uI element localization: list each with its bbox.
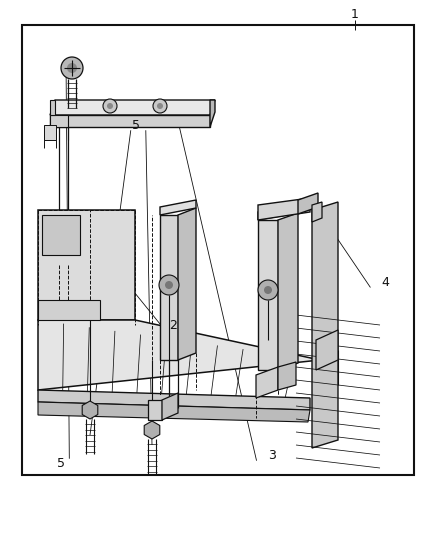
Polygon shape bbox=[50, 100, 55, 115]
Polygon shape bbox=[298, 193, 318, 214]
Polygon shape bbox=[38, 210, 135, 320]
Polygon shape bbox=[316, 330, 338, 370]
Polygon shape bbox=[160, 200, 196, 215]
Circle shape bbox=[107, 103, 113, 109]
Text: 3: 3 bbox=[268, 449, 276, 462]
Circle shape bbox=[157, 103, 163, 109]
Polygon shape bbox=[160, 215, 178, 360]
Polygon shape bbox=[38, 320, 320, 390]
Polygon shape bbox=[50, 115, 210, 127]
Polygon shape bbox=[312, 202, 338, 448]
Polygon shape bbox=[38, 390, 310, 410]
Circle shape bbox=[264, 286, 272, 294]
Bar bbox=[22, 25, 414, 475]
Polygon shape bbox=[178, 208, 196, 360]
Text: 1: 1 bbox=[351, 9, 359, 21]
Text: 2: 2 bbox=[169, 319, 177, 332]
Polygon shape bbox=[38, 300, 100, 320]
Circle shape bbox=[159, 275, 179, 295]
Text: 4: 4 bbox=[381, 276, 389, 289]
Text: 5: 5 bbox=[132, 119, 140, 132]
Polygon shape bbox=[144, 421, 160, 439]
Polygon shape bbox=[162, 393, 178, 420]
Circle shape bbox=[258, 280, 278, 300]
Polygon shape bbox=[312, 202, 322, 222]
Circle shape bbox=[153, 99, 167, 113]
Circle shape bbox=[165, 281, 173, 289]
Polygon shape bbox=[50, 115, 68, 127]
Circle shape bbox=[61, 57, 83, 79]
Circle shape bbox=[103, 99, 117, 113]
Polygon shape bbox=[44, 125, 56, 140]
Polygon shape bbox=[278, 213, 298, 370]
Polygon shape bbox=[210, 100, 215, 127]
Polygon shape bbox=[42, 215, 80, 255]
Polygon shape bbox=[38, 402, 310, 422]
Circle shape bbox=[67, 63, 77, 73]
Polygon shape bbox=[256, 367, 278, 398]
Polygon shape bbox=[82, 401, 98, 419]
Polygon shape bbox=[258, 220, 278, 370]
Polygon shape bbox=[50, 100, 215, 115]
Polygon shape bbox=[258, 198, 310, 220]
Text: 5: 5 bbox=[57, 457, 65, 470]
Polygon shape bbox=[148, 400, 162, 420]
Polygon shape bbox=[258, 205, 298, 220]
Polygon shape bbox=[278, 362, 296, 390]
